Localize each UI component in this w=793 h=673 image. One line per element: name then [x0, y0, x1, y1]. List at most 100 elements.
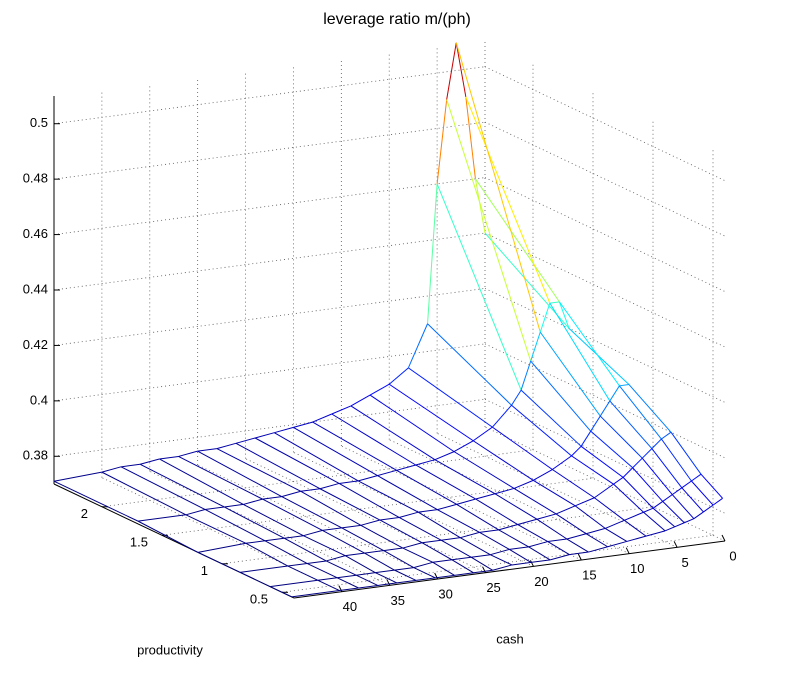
mesh-segment	[101, 471, 187, 516]
mesh-segment	[322, 527, 342, 531]
grid-line	[484, 66, 726, 182]
mesh-segment	[536, 518, 568, 540]
mesh-segment	[453, 451, 515, 489]
mesh-segment	[239, 565, 288, 573]
x-tick	[721, 534, 726, 542]
x-tick-label: 0	[729, 548, 736, 563]
mesh-segment	[566, 538, 589, 553]
mesh-segment	[681, 487, 704, 513]
mesh-segment	[293, 421, 313, 428]
mesh-segment	[235, 437, 256, 444]
mesh-segment	[550, 554, 570, 561]
mesh-segment	[571, 455, 614, 485]
mesh-segment	[451, 556, 472, 561]
mesh-segment	[317, 577, 338, 581]
z-tick-label: 0.48	[23, 171, 48, 186]
mesh-segment	[471, 554, 491, 558]
grid-line	[281, 534, 714, 593]
mesh-segment	[590, 415, 601, 432]
mesh-segment	[204, 506, 225, 510]
x-tick-label: 10	[630, 561, 644, 576]
mesh-segment	[317, 579, 340, 591]
grid-line	[149, 470, 390, 586]
mesh-segment	[178, 450, 198, 457]
mesh-segment	[303, 529, 323, 537]
mesh-segment	[661, 438, 692, 482]
grid-line	[197, 464, 438, 580]
mesh-segment	[396, 579, 417, 584]
z-tick-label: 0.38	[23, 448, 48, 463]
mesh-segment	[383, 550, 414, 569]
mesh-segment	[137, 514, 186, 522]
mesh-segment	[331, 405, 352, 415]
mesh-segment	[528, 541, 548, 548]
mesh-segment	[613, 476, 624, 485]
mesh-segment	[465, 96, 551, 304]
mesh-segment	[681, 480, 692, 489]
mesh-segment	[607, 540, 627, 548]
mesh-segment	[622, 467, 634, 478]
mesh-segment	[140, 458, 160, 465]
mesh-segment	[619, 384, 630, 387]
z-tick-label: 0.5	[30, 115, 48, 130]
mesh-segment	[415, 459, 436, 466]
mesh-segment	[274, 426, 294, 434]
mesh-segment	[364, 550, 384, 554]
mesh-segment	[513, 488, 557, 515]
mesh-segment	[120, 466, 206, 510]
grid-line	[484, 343, 726, 459]
mesh-segment	[479, 531, 510, 550]
y-tick-label: 1	[201, 563, 208, 578]
mesh-segment	[322, 529, 365, 554]
mesh-segment	[413, 567, 436, 579]
mesh-segment	[358, 584, 378, 589]
mesh-segment	[245, 542, 289, 567]
mesh-segment	[585, 527, 606, 535]
mesh-segment	[312, 421, 397, 471]
grid-line	[389, 439, 630, 555]
mesh-segment	[511, 404, 572, 457]
mesh-segment	[300, 488, 321, 492]
mesh-segment	[245, 540, 266, 544]
mesh-segment	[549, 302, 611, 402]
mesh-segment	[139, 463, 225, 508]
grid-line	[53, 121, 486, 180]
mesh-segment	[440, 539, 472, 558]
mesh-segment	[664, 526, 675, 532]
mesh-segment	[383, 547, 403, 552]
mesh-segment	[645, 530, 666, 537]
mesh-segment	[178, 456, 263, 500]
mesh-segment	[283, 537, 327, 562]
mesh-segment	[360, 524, 404, 549]
mesh-segment	[434, 451, 455, 461]
mesh-segment	[703, 504, 714, 513]
mesh-segment	[520, 389, 582, 447]
mesh-segment	[339, 587, 359, 592]
mesh-segment	[451, 559, 474, 574]
mesh-segment	[394, 567, 414, 571]
mesh-segment	[264, 540, 308, 564]
mesh-segment	[590, 430, 634, 469]
mesh-segment	[460, 537, 491, 556]
grid-line	[53, 232, 486, 291]
mesh-segment	[216, 442, 237, 450]
mesh-segment	[360, 519, 381, 526]
mesh-segment	[530, 559, 551, 563]
mesh-segment	[350, 394, 371, 407]
mesh-segment	[394, 569, 417, 581]
mesh-segment	[185, 514, 247, 544]
mesh-segment	[336, 574, 357, 579]
mesh-segment	[303, 535, 346, 557]
mesh-segment	[652, 507, 676, 528]
mesh-segment	[609, 385, 620, 402]
mesh-segment	[626, 535, 647, 542]
mesh-segment	[434, 459, 496, 495]
mesh-segment	[413, 561, 433, 569]
mesh-segment	[223, 506, 285, 539]
mesh-segment	[588, 546, 608, 553]
mesh-segment	[398, 517, 442, 541]
mesh-segment	[306, 560, 327, 564]
mesh-segment	[472, 440, 534, 481]
x-tick-label: 30	[438, 586, 452, 601]
mesh-segment	[377, 582, 398, 586]
